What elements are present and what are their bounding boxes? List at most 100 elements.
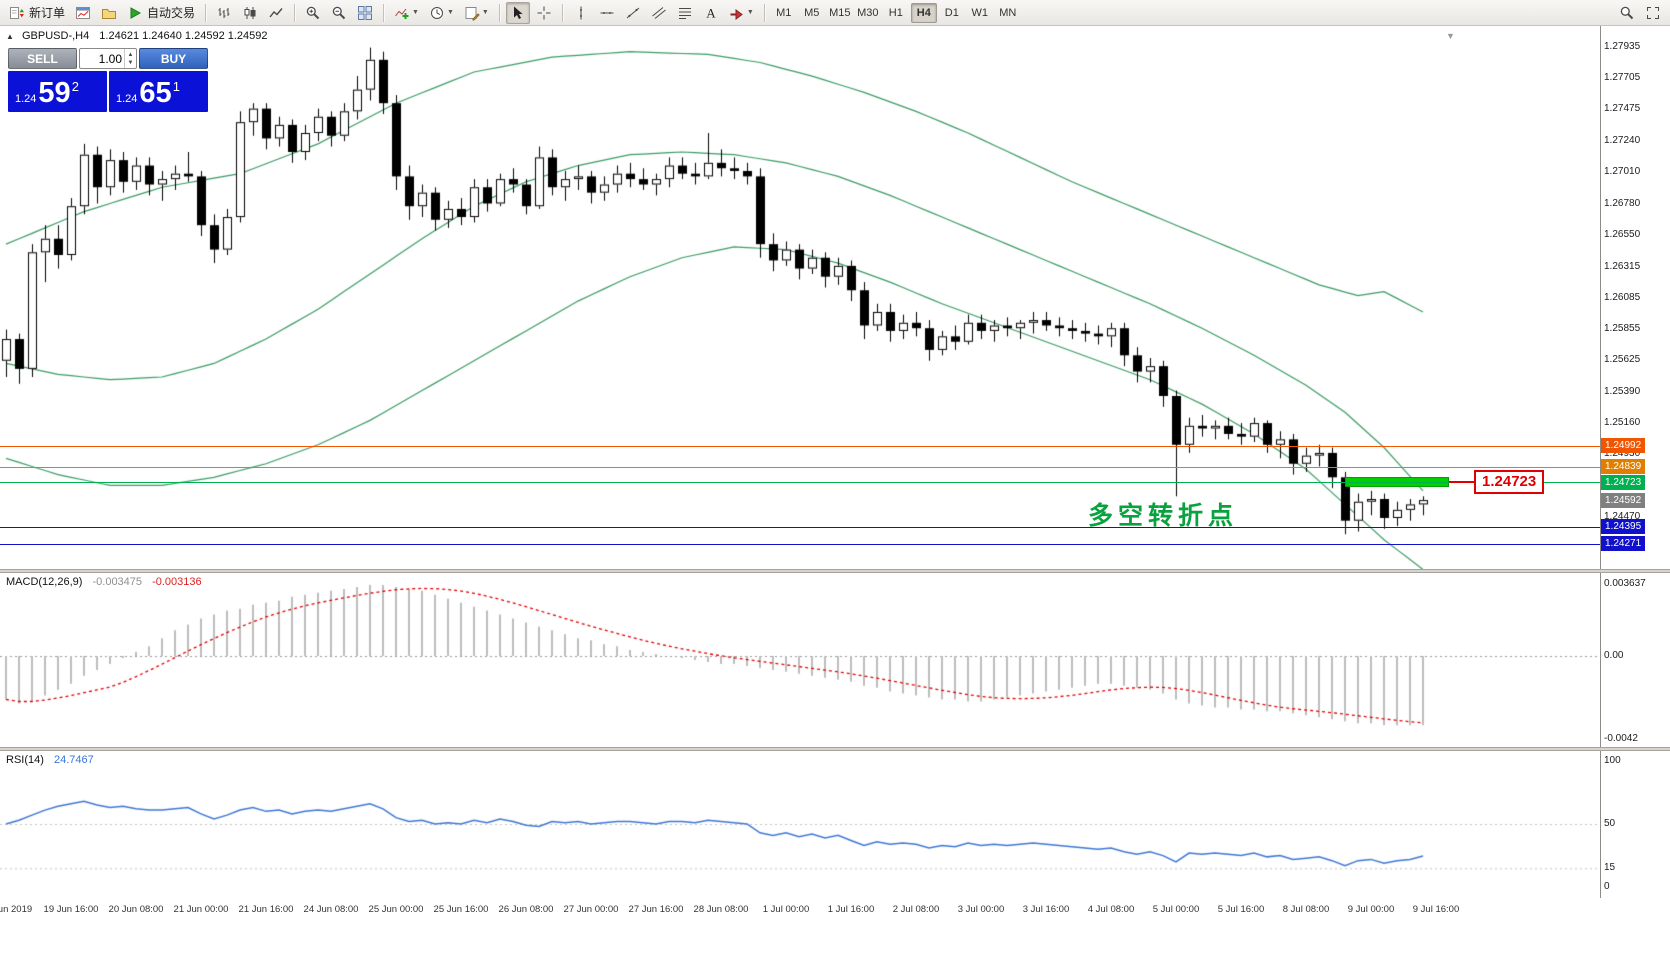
svg-text:A: A [706, 5, 716, 20]
symbol-ohlc-label: ▲ GBPUSD-,H4 1.24621 1.24640 1.24592 1.2… [6, 30, 268, 42]
timeframe-mn-button[interactable]: MN [999, 6, 1017, 19]
toolbar-separator [498, 3, 500, 22]
cursor-button[interactable] [505, 1, 530, 24]
price-badge-1.24992: 1.24992 [1601, 438, 1646, 454]
indicators-button[interactable]: ▼ [390, 2, 423, 24]
timeframe-h4-button[interactable]: H4 [910, 2, 937, 23]
macd-name: MACD(12,26,9) [6, 576, 83, 588]
time-label: 27 Jun 16:00 [628, 904, 684, 915]
timeframe-m30-button[interactable]: M30 [857, 6, 879, 19]
volume-stepper[interactable]: ▲ ▼ [79, 48, 137, 69]
macd-panel[interactable]: MACD(12,26,9) -0.003475 -0.003136 [0, 573, 1670, 747]
auto-play-icon [127, 5, 143, 21]
time-label: 19 Jun 2019 [0, 904, 33, 915]
equidistant-channel-button[interactable] [647, 2, 671, 24]
symbol-name: GBPUSD-,H4 [21, 30, 90, 42]
price-chart-canvas[interactable] [0, 26, 1600, 569]
sell-price-box[interactable]: 1.24 59 2 [8, 71, 107, 112]
zoom-in-button[interactable] [301, 2, 325, 24]
time-label: 24 Jun 08:00 [303, 904, 359, 915]
time-label: 5 Jul 00:00 [1152, 904, 1200, 915]
text-label-button[interactable]: A [699, 2, 723, 24]
time-label: 28 Jun 08:00 [693, 904, 749, 915]
horizontal-line-button[interactable] [595, 2, 619, 24]
shapes-icon [729, 5, 745, 21]
auto-trading-button[interactable]: 自动交易 [123, 2, 199, 24]
panel-splitter-rsi[interactable] [0, 747, 1670, 751]
chevron-down-icon: ▼ [412, 9, 419, 16]
chart-shift-marker[interactable]: ▼ [1446, 31, 1455, 41]
support-line-1[interactable] [0, 526, 1600, 528]
buy-price-box[interactable]: 1.24 65 1 [109, 71, 208, 112]
zoom-in-icon [305, 5, 321, 21]
rsi-axis-label: 50 [1604, 818, 1616, 829]
rsi-name: RSI(14) [6, 754, 44, 766]
channel-icon [651, 5, 667, 21]
timeframe-m1-button[interactable]: M1 [776, 6, 792, 19]
full-screen-button[interactable] [1641, 2, 1665, 24]
time-label: 26 Jun 08:00 [498, 904, 554, 915]
line-chart-mode-button[interactable] [264, 2, 288, 24]
volume-spin-buttons[interactable]: ▲ ▼ [124, 49, 136, 68]
ohlc-values: 1.24621 1.24640 1.24592 1.24592 [99, 30, 268, 42]
chevron-down-icon: ▼ [481, 9, 489, 16]
rsi-axis-label: 100 [1604, 754, 1621, 766]
chart-window-button[interactable] [71, 2, 95, 24]
trendline-icon [625, 5, 641, 21]
callout-connector [1449, 481, 1474, 484]
new-order-button[interactable]: 新订单 [5, 2, 69, 24]
timeframe-m15-button[interactable]: M15 [829, 6, 851, 19]
bar-chart-mode-button[interactable] [212, 2, 236, 24]
new-order-icon [9, 5, 25, 21]
time-label: 27 Jun 00:00 [563, 904, 619, 915]
time-label: 20 Jun 08:00 [108, 904, 164, 915]
price-tick: 1.27935 [1604, 40, 1641, 52]
trade-panel-toggle-icon[interactable]: ▲ [6, 32, 14, 41]
bars-icon [216, 5, 232, 21]
volume-down-icon[interactable]: ▼ [127, 59, 134, 66]
time-label: 3 Jul 16:00 [1022, 904, 1070, 915]
candles-icon [242, 5, 258, 21]
fibonacci-button[interactable] [673, 2, 697, 24]
panel-splitter-macd[interactable] [0, 569, 1670, 573]
text-icon: A [703, 5, 719, 21]
search-button[interactable] [1615, 2, 1639, 24]
time-label: 8 Jul 08:00 [1282, 904, 1330, 915]
macd-label: MACD(12,26,9) -0.003475 -0.003136 [6, 576, 202, 588]
timeframe-m5-button[interactable]: M5 [804, 6, 820, 19]
sell-price-head: 1.24 [15, 93, 37, 105]
sell-button[interactable]: SELL [8, 48, 77, 69]
periods-button[interactable]: ▼ [425, 2, 458, 24]
tile-windows-button[interactable] [353, 2, 377, 24]
resistance-line-1[interactable] [0, 445, 1600, 447]
timeframe-d1-button[interactable]: D1 [944, 6, 959, 19]
volume-up-icon[interactable]: ▲ [127, 51, 134, 58]
candlestick-mode-button[interactable] [238, 2, 262, 24]
one-click-trading-panel: SELL ▲ ▼ BUY 1.24 59 2 1.24 [8, 48, 208, 112]
macd-canvas[interactable] [0, 573, 1600, 747]
resistance-line-2[interactable] [0, 466, 1600, 468]
price-tick: 1.27705 [1604, 72, 1641, 84]
zoom-out-icon [331, 5, 347, 21]
macd-axis-label: -0.0042 [1604, 733, 1638, 744]
timeframe-w1-button[interactable]: W1 [971, 6, 989, 19]
buy-button[interactable]: BUY [139, 48, 208, 69]
price-panel[interactable]: ▲ GBPUSD-,H4 1.24621 1.24640 1.24592 1.2… [0, 26, 1670, 569]
vertical-line-button[interactable] [569, 2, 593, 24]
sell-price-big: 59 [38, 77, 71, 109]
crosshair-button[interactable] [532, 2, 556, 24]
pivot-line[interactable] [0, 482, 1600, 484]
turning-point-annotation: 多空转折点 [1088, 500, 1239, 530]
time-axis[interactable]: 19 Jun 2019 19 Jun 16:00 20 Jun 08:00 21 Ju… [0, 898, 1670, 920]
rsi-panel[interactable]: RSI(14) 24.7467 [0, 751, 1670, 899]
price-tick: 1.25855 [1604, 322, 1641, 334]
timeframe-h1-button[interactable]: H1 [888, 6, 903, 19]
arrows-button[interactable]: ▼ [725, 2, 758, 24]
support-line-2[interactable] [0, 543, 1600, 545]
macd-axis-label: 0.003637 [1604, 578, 1646, 590]
zoom-out-button[interactable] [327, 2, 351, 24]
profiles-button[interactable] [97, 2, 121, 24]
volume-input[interactable] [80, 49, 124, 68]
trendline-button[interactable] [621, 2, 645, 24]
templates-button[interactable]: ▼ [460, 2, 493, 24]
